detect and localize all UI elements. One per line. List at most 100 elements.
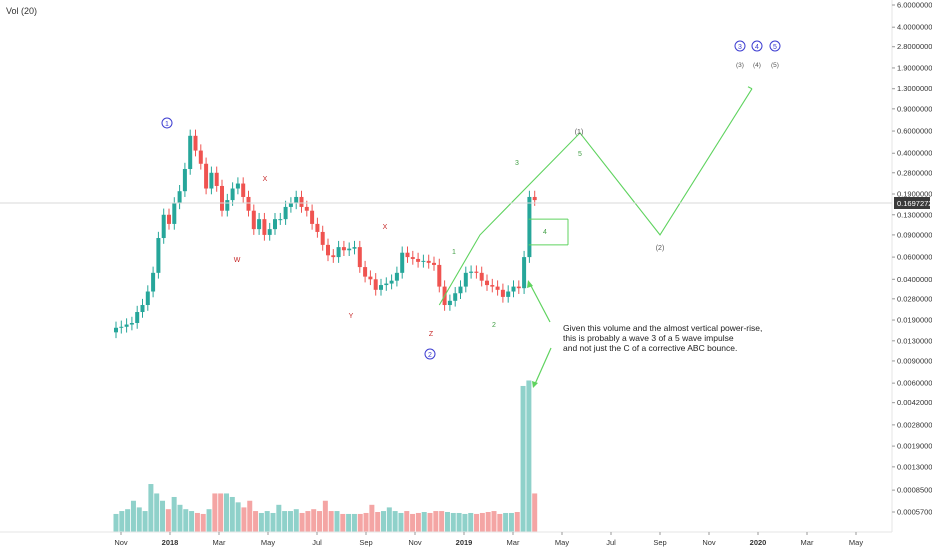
time-tick-label: Nov (114, 538, 128, 547)
wave-circle-2 (424, 348, 436, 360)
wave-circle-2-text: 2 (428, 352, 432, 359)
candle-body (384, 283, 389, 286)
volume-bar (206, 509, 212, 532)
volume-bar (136, 507, 142, 532)
candle-body (209, 172, 214, 189)
candle-body (516, 286, 521, 289)
label-w: W (234, 257, 241, 264)
price-tick-label: 0.0090000 (897, 356, 932, 365)
volume-bar (491, 511, 497, 532)
candle-body (315, 223, 320, 232)
candle-body (188, 135, 193, 169)
candle-body (283, 206, 288, 220)
time-tick-label: May (555, 538, 569, 547)
volume-bar (113, 513, 119, 532)
candle-body (193, 135, 198, 151)
price-axis[interactable]: 6.0000000 4.0000000 2.8000000 1.9000000 1.30… (892, 1, 932, 517)
candle-body (522, 257, 527, 289)
candle-body (416, 258, 421, 262)
price-tick-label: 0.0900000 (897, 230, 932, 239)
candle-body (172, 203, 177, 224)
volume-bar (520, 385, 526, 532)
time-tick-label: 2018 (162, 538, 179, 547)
volume-bar (229, 496, 235, 532)
candle-body (347, 248, 352, 251)
volume-bar (235, 502, 241, 532)
wave-label-3: 3 (515, 160, 519, 167)
volume-bar (148, 484, 154, 532)
label-x-2: X (383, 224, 388, 231)
candle-body (463, 272, 468, 287)
time-tick-label: 2019 (456, 538, 473, 547)
volume-bar (526, 380, 532, 532)
price-tick-label: 2.8000000 (897, 42, 932, 51)
candle-body (299, 196, 304, 207)
volume-bar (334, 511, 340, 532)
candle-body (432, 262, 436, 265)
volume-bar (264, 511, 270, 532)
current-price-badge (894, 197, 930, 209)
volume-bar (508, 512, 514, 532)
candle-body (426, 260, 431, 263)
price-tick-label: 0.0013000 (897, 462, 932, 471)
candle-body (410, 257, 415, 259)
price-tick-label: 0.0280000 (897, 294, 932, 303)
candle-body (368, 276, 373, 280)
time-tick-label: Mar (801, 538, 814, 547)
volume-bar (276, 504, 282, 532)
projection-layer (438, 86, 753, 388)
volume-bar (223, 493, 229, 532)
wave-circle-5 (769, 40, 781, 52)
candle-body (511, 286, 516, 292)
volume-bar (119, 511, 125, 532)
time-tick-label: Sep (359, 538, 372, 547)
candle-body (304, 206, 309, 211)
time-tick-label: May (849, 538, 863, 547)
candle-body (135, 312, 140, 324)
candle-body (214, 172, 219, 186)
volume-bar (351, 513, 357, 532)
volume-bar (177, 504, 183, 532)
candle-body (204, 163, 209, 189)
volume-bar (160, 500, 166, 532)
wave-paren-4: (4) (753, 62, 761, 69)
volume-bar (363, 512, 369, 532)
volume-bar (125, 509, 131, 532)
candle-body (241, 183, 246, 197)
label-y: Y (349, 313, 354, 320)
candle-body (394, 272, 399, 281)
candle-body (235, 183, 240, 189)
price-tick-label: 0.0042000 (897, 398, 932, 407)
volume-bar (346, 513, 352, 532)
wave-circle-3 (734, 40, 746, 52)
time-tick-label: Nov (408, 538, 422, 547)
volume-indicator-label[interactable]: Vol (20) (6, 6, 38, 16)
volume-bar (130, 500, 136, 532)
price-tick-label: 0.0060000 (897, 379, 932, 388)
wave-label-4: 4 (543, 229, 547, 236)
price-tick-label: 4.0000000 (897, 23, 932, 32)
volume-bar (305, 511, 311, 532)
note-arrow-up (529, 283, 551, 323)
candle-body (458, 286, 463, 294)
candle-body (357, 247, 362, 268)
volume-bar (340, 513, 346, 532)
candle-body (257, 219, 262, 230)
candle-body (225, 200, 230, 211)
time-axis[interactable]: Nov 2018 Mar May Jul Sep Nov 2019 Mar May Jul Sep No… (114, 532, 863, 547)
candle-body (326, 244, 330, 256)
candle-body (373, 279, 378, 290)
volume-bar (415, 512, 421, 532)
candle-body (485, 280, 489, 286)
volume-bar (287, 511, 293, 532)
volume-bar (322, 500, 328, 532)
volume-bar (317, 511, 323, 532)
candle-body (267, 229, 272, 235)
wave-projection-arrowhead (747, 86, 753, 90)
volume-bar (311, 509, 317, 532)
volume-bar (450, 512, 456, 532)
price-tick-label: 0.4000000 (897, 149, 932, 158)
price-tick-label: 0.0008500 (897, 486, 932, 495)
